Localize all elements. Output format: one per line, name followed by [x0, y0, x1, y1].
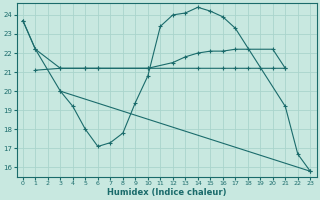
X-axis label: Humidex (Indice chaleur): Humidex (Indice chaleur)	[107, 188, 226, 197]
